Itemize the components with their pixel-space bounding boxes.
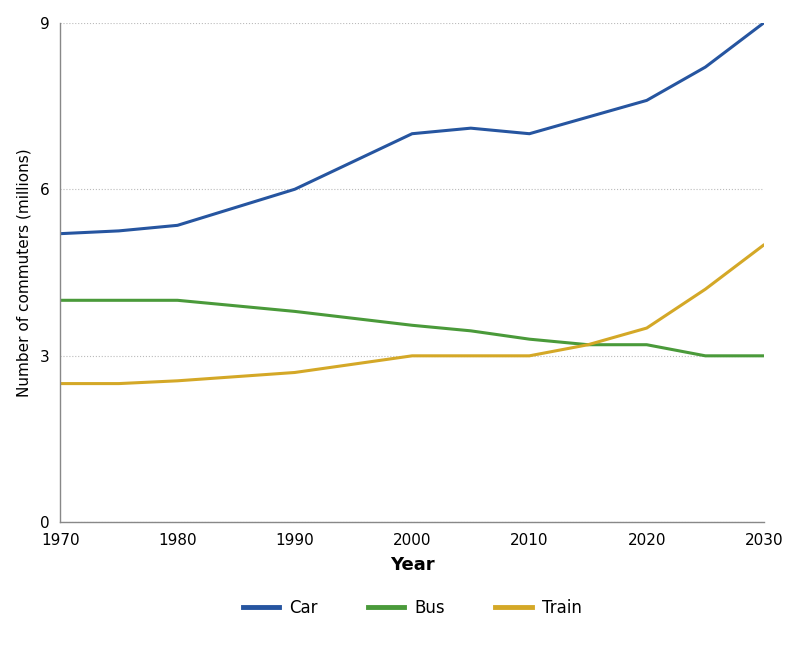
Legend: Car, Bus, Train: Car, Bus, Train xyxy=(236,593,588,624)
X-axis label: Year: Year xyxy=(390,556,434,574)
Y-axis label: Number of commuters (millions): Number of commuters (millions) xyxy=(17,148,32,397)
